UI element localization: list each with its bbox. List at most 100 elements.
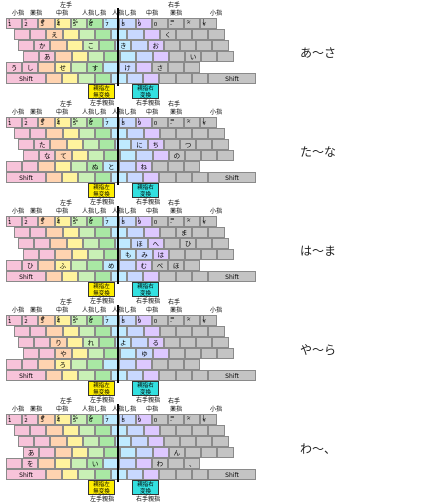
thumb-key-right: 親指右 変換 [132,282,159,297]
key-symbol: " [24,19,27,25]
key-digit: 1 [8,121,12,127]
key [22,161,39,172]
key [99,139,116,150]
left-thumb-label: 左手親指 [90,100,115,107]
thumb-key-left-line2: 無変換 [93,390,110,396]
key-kana: け [124,64,131,72]
key-number-row: ~ ^ [184,414,201,425]
key: た [34,139,51,150]
key [87,51,104,62]
key-number-row: ) 9 [135,18,152,29]
key: て [55,150,72,161]
key-shift-row [143,469,160,480]
key [82,436,99,447]
key [176,326,193,337]
thumb-key-left-line1: 親指左 [93,284,110,290]
key [143,326,160,337]
key-kana: み [141,251,148,259]
key [38,161,55,172]
shift-key-right: Shift [208,73,256,84]
shift-label: Shift [19,175,33,182]
thumb-key-right-line2: 変換 [139,390,151,396]
key [127,326,144,337]
finger-label-left: 中指 [56,10,69,17]
thumb-key-left-line2: 無変換 [93,291,110,297]
key-number-row: % 5 [70,414,87,425]
key [18,337,35,348]
key-symbol: ' [105,118,107,124]
key [196,436,213,447]
key-digit: 3 [40,121,44,127]
thumb-key-right-line1: 親指右 [137,185,154,191]
key-digit: 7 [105,418,109,424]
finger-label-right: 薬指 [170,406,183,413]
key-number-row: $4 [54,117,71,128]
thumb-key-right-line1: 親指右 [137,284,154,290]
key [111,29,128,40]
key [212,40,229,51]
key-shift-row [191,271,208,282]
key-digit: 3 [40,418,44,424]
key-number-row: | ¥ [200,18,217,29]
thumb-key-left: 親指左 無変換 [88,84,115,99]
key [39,348,56,359]
key [38,359,55,370]
key [62,128,79,139]
key-digit: ^ [186,121,191,127]
key-shift-row [127,271,144,282]
key [185,348,202,359]
finger-label-left: 薬指 [30,10,43,17]
key-symbol: ~ [186,217,191,223]
key-symbol: % [72,217,79,223]
shift-key-right: Shift [208,469,256,480]
key-shift-row [78,271,95,282]
key: る [147,337,164,348]
key [70,359,87,370]
key [39,447,56,458]
key [135,458,152,469]
key-shift-row [175,469,192,480]
key-kana: あ [44,53,51,61]
shift-label: Shift [225,274,239,281]
key [99,436,116,447]
key-kana: る [152,339,159,347]
key-symbol: ~ [186,19,191,25]
key [151,359,168,370]
key-digit: 7 [105,121,109,127]
key-shift-row [62,73,79,84]
key [14,425,31,436]
key: こ [82,40,99,51]
keyboard-panel: 左手 右手 小指 薬指 中指 人指し指 人指し指 中指 薬指 小指! 1 " 2 #3 $4% 5 & 6 ' 7(8… [0,299,439,404]
key-symbol: ( [121,118,124,124]
key [163,139,180,150]
key [54,458,71,469]
key-digit: 9 [137,418,142,424]
thumb-key-right-line1: 親指右 [137,86,154,92]
key [192,29,209,40]
finger-label-right: 中指 [146,109,159,116]
key-number-row: & 6 [87,18,104,29]
keyboard-panel: 左手 右手 小指 薬指 中指 人指し指 人指し指 中指 薬指 小指! 1 " 2 #3 $4% 5 & 6 ' 7(8… [0,101,439,206]
key [95,29,112,40]
key: な [39,150,56,161]
key [38,62,55,73]
key [14,29,31,40]
key [70,62,87,73]
key-symbol: ~ [186,316,191,322]
key-digit: ¥ [202,319,206,325]
finger-label-right: 人指し指 [112,10,137,17]
key [163,436,180,447]
key [95,425,112,436]
key [6,458,23,469]
finger-label-left: 薬指 [30,208,43,215]
key-digit: 9 [137,22,142,28]
key [152,348,169,359]
key [196,337,213,348]
key [87,150,104,161]
key-digit: 2 [24,220,28,226]
finger-label-left: 人指し指 [82,109,107,116]
shift-label: Shift [19,373,33,380]
key-symbol: # [40,118,45,124]
key [66,337,83,348]
key [196,40,213,51]
